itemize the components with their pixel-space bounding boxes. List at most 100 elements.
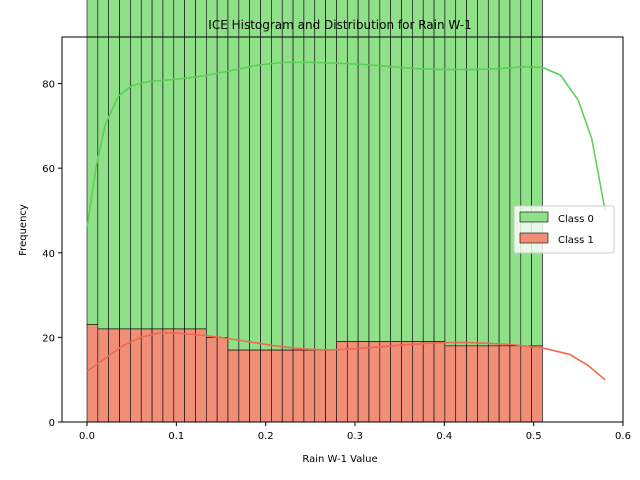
bar-class-0 bbox=[238, 0, 250, 351]
bar-class-1 bbox=[173, 328, 185, 423]
bar-class-0 bbox=[390, 0, 402, 342]
kde-curve-class-1 bbox=[86, 332, 606, 381]
bar-class-1 bbox=[314, 349, 326, 423]
bar-class-0 bbox=[108, 0, 120, 330]
bar-class-1 bbox=[97, 328, 110, 423]
bar-class-1 bbox=[422, 341, 435, 423]
bar-class-1 bbox=[271, 349, 283, 423]
bar-class-0 bbox=[130, 0, 142, 330]
bar-class-1 bbox=[195, 328, 207, 423]
bar-class-0 bbox=[281, 0, 294, 351]
bar-class-0 bbox=[119, 0, 131, 330]
bar-class-0 bbox=[455, 0, 467, 347]
bar-class-0 bbox=[466, 0, 478, 347]
bar-class-0 bbox=[184, 0, 196, 330]
y-tick-label: 80 bbox=[42, 80, 55, 91]
legend-swatch-class-1 bbox=[519, 232, 549, 244]
bar-class-0 bbox=[140, 0, 153, 330]
bar-class-1 bbox=[531, 345, 543, 423]
bar-class-0 bbox=[509, 0, 522, 347]
bar-class-0 bbox=[260, 0, 272, 351]
y-axis-label: Frequency bbox=[18, 204, 29, 256]
bar-class-1 bbox=[249, 349, 261, 423]
bar-class-1 bbox=[444, 345, 457, 423]
bar-class-1 bbox=[260, 349, 272, 423]
legend-swatch-class-0 bbox=[519, 211, 549, 223]
bar-class-1 bbox=[108, 328, 120, 423]
axes-frame bbox=[61, 36, 624, 423]
bar-class-0 bbox=[314, 0, 326, 351]
bar-class-1 bbox=[412, 341, 424, 423]
legend: Class 0 Class 1 bbox=[513, 205, 615, 254]
bar-class-0 bbox=[86, 0, 99, 325]
bar-class-0 bbox=[206, 0, 218, 338]
bar-class-1 bbox=[433, 341, 446, 423]
bar-class-0 bbox=[292, 0, 305, 351]
bar-class-0 bbox=[303, 0, 316, 351]
y-tick-label: 0 bbox=[49, 418, 55, 429]
chart-title: ICE Histogram and Distribution for Rain … bbox=[208, 18, 471, 32]
bar-class-0 bbox=[401, 0, 413, 342]
y-tick-label: 40 bbox=[42, 249, 55, 260]
bar-class-0 bbox=[162, 0, 175, 330]
plot-area bbox=[86, 0, 606, 423]
y-tick-label: 60 bbox=[42, 164, 55, 175]
bar-class-1 bbox=[509, 345, 522, 423]
axes: 0.0 0.1 0.2 0.3 0.4 0.5 0.6 0 20 40 60 80 bbox=[42, 36, 631, 442]
bar-class-0 bbox=[271, 0, 283, 351]
x-tick-label: 0.6 bbox=[615, 431, 631, 442]
bar-class-0 bbox=[325, 0, 337, 351]
bar-class-1 bbox=[346, 341, 359, 423]
bar-class-0 bbox=[227, 0, 240, 351]
bar-class-1 bbox=[368, 341, 381, 423]
legend-label-class-1: Class 1 bbox=[558, 235, 594, 246]
bar-class-0 bbox=[498, 0, 511, 347]
bar-class-1 bbox=[487, 345, 500, 423]
bar-class-1 bbox=[281, 349, 294, 423]
bar-class-0 bbox=[216, 0, 229, 338]
kde-curve-class-0 bbox=[86, 61, 606, 228]
bar-class-0 bbox=[249, 0, 261, 351]
bar-class-1 bbox=[466, 345, 478, 423]
bar-class-0 bbox=[346, 0, 359, 342]
x-tick-label: 0.4 bbox=[436, 431, 452, 442]
bar-class-0 bbox=[531, 0, 543, 347]
bar-class-0 bbox=[412, 0, 424, 342]
bar-class-0 bbox=[336, 0, 348, 342]
bar-class-1 bbox=[216, 337, 229, 423]
bar-class-1 bbox=[325, 349, 337, 423]
bar-class-0 bbox=[173, 0, 185, 330]
bar-class-1 bbox=[303, 349, 316, 423]
bar-class-0 bbox=[379, 0, 391, 342]
bar-class-1 bbox=[227, 349, 240, 423]
x-tick-label: 0.1 bbox=[168, 431, 184, 442]
bar-class-1 bbox=[140, 328, 153, 423]
x-tick-label: 0.5 bbox=[526, 431, 542, 442]
bar-class-1 bbox=[477, 345, 489, 423]
bar-class-1 bbox=[455, 345, 467, 423]
bar-class-1 bbox=[520, 345, 532, 423]
bar-class-1 bbox=[401, 341, 413, 423]
x-tick-label: 0.2 bbox=[258, 431, 274, 442]
bar-class-1 bbox=[390, 341, 402, 423]
bar-class-0 bbox=[477, 0, 489, 347]
bar-class-1 bbox=[130, 328, 142, 423]
bar-class-0 bbox=[195, 0, 207, 330]
bar-class-1 bbox=[184, 328, 196, 423]
bar-class-1 bbox=[357, 341, 370, 423]
bar-class-0 bbox=[433, 0, 446, 342]
bar-class-0 bbox=[97, 0, 110, 330]
bar-class-0 bbox=[520, 0, 532, 347]
bar-class-1 bbox=[498, 345, 511, 423]
bar-class-0 bbox=[444, 0, 457, 347]
x-tick-label: 0.3 bbox=[347, 431, 363, 442]
bar-class-1 bbox=[162, 328, 175, 423]
y-tick-label: 20 bbox=[42, 333, 55, 344]
bar-class-0 bbox=[487, 0, 500, 347]
bar-class-1 bbox=[238, 349, 250, 423]
bar-class-0 bbox=[368, 0, 381, 342]
bar-class-1 bbox=[379, 341, 391, 423]
bar-class-0 bbox=[151, 0, 164, 330]
bar-class-1 bbox=[206, 337, 218, 423]
